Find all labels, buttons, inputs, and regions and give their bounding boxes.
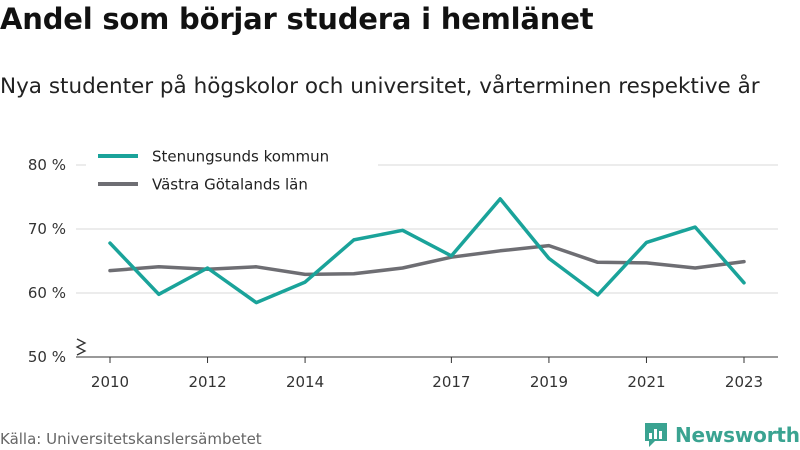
x-tick-label: 2017 bbox=[432, 373, 470, 391]
x-tick-label: 2014 bbox=[286, 373, 324, 391]
axis-break-mark bbox=[75, 338, 87, 356]
chart-subtitle: Nya studenter på högskolor och universit… bbox=[0, 74, 760, 99]
y-tick-label: 70 % bbox=[28, 220, 66, 238]
legend-background bbox=[86, 142, 378, 200]
legend: Stenungsunds kommun Västra Götalands län bbox=[86, 142, 378, 200]
legend-label: Stenungsunds kommun bbox=[152, 148, 329, 166]
y-tick-label: 50 % bbox=[28, 348, 66, 366]
y-axis-break-icon bbox=[75, 338, 87, 356]
x-tick-label: 2021 bbox=[627, 373, 665, 391]
x-tick-label: 2010 bbox=[91, 373, 129, 391]
line-chart: 50 % 60 % 70 % 80 % 2010 2012 2014 2017 2019 202… bbox=[27, 142, 778, 391]
series-line-0 bbox=[108, 197, 746, 305]
x-tick-label: 2019 bbox=[530, 373, 568, 391]
y-tick-label: 60 % bbox=[28, 284, 66, 302]
y-tick-label: 80 % bbox=[28, 156, 66, 174]
brand-logo[interactable]: Newsworthy bbox=[643, 421, 800, 449]
legend-label: Västra Götalands län bbox=[152, 176, 308, 194]
source-note: Källa: Universitetskanslersämbetet bbox=[0, 430, 262, 448]
y-axis-ticks: 50 % 60 % 70 % 80 % bbox=[28, 156, 66, 366]
newsworthy-logo-icon bbox=[645, 423, 667, 447]
series-lines bbox=[108, 197, 746, 305]
x-tick-label: 2012 bbox=[188, 373, 226, 391]
x-tick-label: 2023 bbox=[725, 373, 763, 391]
series-line-1 bbox=[108, 243, 746, 277]
chart-title: Andel som börjar studera i hemlänet bbox=[0, 2, 594, 36]
x-axis: 2010 2012 2014 2017 2019 2021 2023 bbox=[76, 356, 778, 391]
brand-name: Newsworthy bbox=[675, 423, 800, 447]
